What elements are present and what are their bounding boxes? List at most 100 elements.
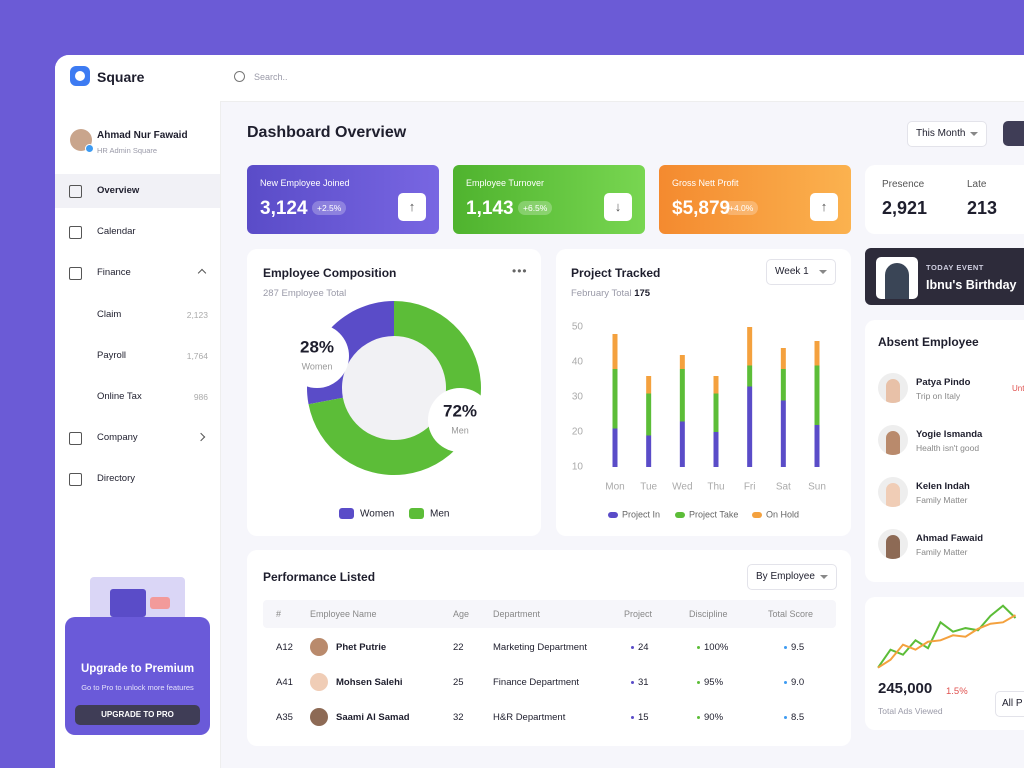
nav-item[interactable]: Calendar <box>97 226 136 238</box>
table-cell: 15 <box>638 712 649 723</box>
nav-count: 2,123 <box>186 309 208 320</box>
legend-label: Men <box>430 509 449 520</box>
bar-segment <box>612 428 618 467</box>
nav-subitem[interactable]: Claim <box>97 308 122 320</box>
legend-swatch <box>608 512 618 518</box>
bar-segment <box>713 432 719 467</box>
nav-subitem[interactable]: Online Tax <box>97 391 142 402</box>
stat-change: +4.0% <box>724 201 759 215</box>
slice-name: Men <box>451 425 469 435</box>
cell-dot <box>784 716 787 719</box>
table-cell: Mohsen Salehi <box>336 677 403 688</box>
stat-action[interactable]: ↑ <box>810 193 838 221</box>
upgrade-button[interactable]: UPGRADE TO PRO <box>75 705 200 725</box>
bar-segment <box>747 386 753 467</box>
bar-segment <box>814 425 820 467</box>
slice-name: Women <box>302 361 333 371</box>
stat-change: +2.5% <box>312 201 347 215</box>
nav-item[interactable]: Overview <box>97 185 140 196</box>
person-name: Yogie Ismanda <box>916 429 983 440</box>
bar-segment <box>713 393 719 432</box>
bar-segment <box>814 365 820 425</box>
label-bubble <box>285 324 349 388</box>
table-cell: 24 <box>638 642 649 653</box>
person-reason: Family Matter <box>916 547 968 557</box>
bar-segment <box>780 348 786 369</box>
stat-label: New Employee Joined <box>260 178 350 188</box>
ads-filter[interactable]: All P <box>995 691 1024 717</box>
ads-value: 245,000 <box>878 680 933 697</box>
stat-action[interactable]: ↑ <box>398 193 426 221</box>
x-tick-label: Fri <box>744 482 756 493</box>
performance-filter[interactable]: By Employee <box>747 564 837 590</box>
project-subtitle: February Total 175 <box>571 288 650 299</box>
nav-item[interactable]: Finance <box>97 267 131 279</box>
ads-label: Total Ads Viewed <box>878 706 943 716</box>
stat-value: $5,879 <box>672 198 731 219</box>
export-button[interactable] <box>1003 121 1024 146</box>
week-select[interactable]: Week 1 <box>766 259 836 285</box>
top-bar <box>55 55 1024 102</box>
person-reason: Health isn't good <box>916 443 980 453</box>
table-cell: Phet Putrie <box>336 642 387 653</box>
project-card <box>556 249 851 536</box>
project-total: 175 <box>634 288 651 299</box>
line-series <box>877 614 1016 669</box>
row-avatar <box>310 638 328 656</box>
person-avatar <box>878 373 908 403</box>
table-cell: 100% <box>704 642 729 653</box>
stat-value: 3,124 <box>260 198 308 219</box>
line-series <box>877 604 1017 669</box>
cell-dot <box>631 681 634 684</box>
nav-subitem[interactable]: Payroll <box>97 349 127 361</box>
bar-segment <box>646 435 652 467</box>
subtitle-text: February Total <box>571 288 632 299</box>
logo-icon <box>70 66 90 86</box>
legend-swatch <box>675 512 685 518</box>
person-reason: Family Matter <box>916 495 968 505</box>
column-header: Age <box>453 609 470 619</box>
stat-label: Gross Nett Profit <box>672 178 739 188</box>
x-tick-label: Mon <box>605 482 624 493</box>
person-name: Kelen Indah <box>916 481 970 492</box>
column-header: Total Score <box>768 609 814 619</box>
table-cell: 32 <box>453 712 464 723</box>
more-menu[interactable]: ••• <box>512 264 528 278</box>
nav-item[interactable]: Company <box>97 432 138 444</box>
period-select[interactable]: This Month <box>907 121 987 147</box>
slice-label: 72% <box>443 401 477 420</box>
search-input[interactable]: Search.. <box>254 72 288 82</box>
table-cell: A41 <box>276 677 293 688</box>
bar-segment <box>814 341 820 366</box>
legend-label: Women <box>360 509 394 520</box>
table-cell: H&R Department <box>493 712 566 723</box>
cell-dot <box>631 716 634 719</box>
nav-count: 1,764 <box>186 350 208 361</box>
x-tick-label: Sat <box>776 482 791 493</box>
presence-value: 213 <box>967 198 998 218</box>
column-header: Project <box>624 609 653 619</box>
stat-action[interactable]: ↓ <box>604 193 632 221</box>
brand: Square <box>97 69 145 85</box>
table-cell: 8.5 <box>791 712 805 723</box>
table-cell: 9.0 <box>791 677 805 688</box>
presence-label: Late <box>967 179 987 190</box>
y-tick-label: 30 <box>572 392 584 403</box>
label-bubble <box>428 388 492 452</box>
nav-active-bg <box>55 174 220 208</box>
column-header: # <box>276 609 282 619</box>
search-icon <box>234 71 245 82</box>
table-cell: 25 <box>453 677 464 688</box>
presence-value: 2,921 <box>882 198 928 218</box>
legend-label: On Hold <box>766 509 799 519</box>
bar-segment <box>780 369 786 401</box>
x-tick-label: Wed <box>672 482 692 493</box>
promo-text: Go to Pro to unlock more features <box>81 683 194 692</box>
nav-item[interactable]: Directory <box>97 473 136 485</box>
bar-segment <box>679 355 685 369</box>
table-cell: 95% <box>704 677 724 688</box>
nav-icon <box>69 267 82 281</box>
composition-subtitle: 287 Employee Total <box>263 288 347 299</box>
table-header <box>263 600 836 628</box>
